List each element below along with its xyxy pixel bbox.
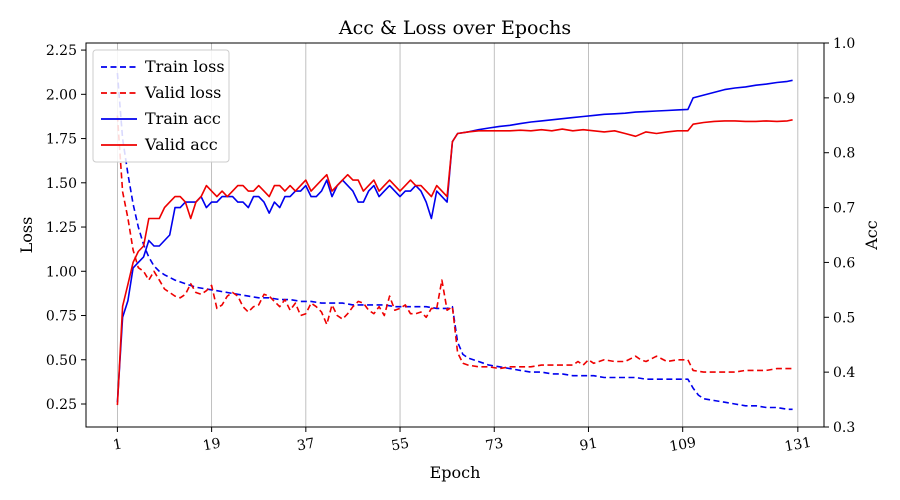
x-tick-label: 37: [296, 436, 316, 455]
y-right-tick-label: 0.6: [833, 255, 855, 271]
plot-frame: [85, 42, 825, 428]
y-right-tick-label: 0.5: [833, 310, 855, 326]
y-right-tick-label: 0.4: [833, 365, 855, 381]
legend: Train loss Valid loss Train acc Valid acc: [92, 49, 230, 163]
series-line-valid-acc: [116, 119, 793, 406]
x-tick-label: 55: [390, 436, 410, 455]
y-right-tick-label: 0.7: [833, 201, 855, 217]
series-lines: [116, 73, 793, 411]
x-tick-label: 91: [578, 436, 598, 455]
y-left-tick-label: 0.75: [46, 309, 77, 325]
legend-label: Valid acc: [144, 135, 218, 154]
y-left-tick-label: 2.00: [46, 87, 77, 103]
y-left-axis-ticks: 0.25 0.50 0.75 1.00 1.25 1.50 1.75 2.00 2.25: [46, 43, 86, 413]
y-right-axis-label: Acc: [862, 220, 881, 251]
y-right-axis-ticks: 0.3 0.4 0.5 0.6 0.7 0.8 0.9 1.0: [824, 36, 855, 436]
y-left-tick-label: 1.00: [46, 264, 77, 280]
x-axis-label: Epoch: [430, 463, 481, 482]
series-line-train-acc: [116, 79, 793, 403]
legend-box: [92, 49, 230, 163]
x-tick-label: 131: [783, 435, 812, 455]
y-left-tick-label: 1.25: [46, 220, 77, 236]
x-tick-label: 109: [668, 435, 697, 455]
x-tick-label: 19: [202, 436, 222, 455]
series-line-valid-loss: [116, 115, 793, 373]
x-axis-ticks: 1 19 37 55 73 91 109 131: [112, 427, 813, 455]
y-right-tick-label: 0.8: [833, 146, 855, 162]
y-right-tick-label: 0.9: [833, 91, 855, 107]
series-line-train-loss: [116, 73, 793, 411]
y-left-tick-label: 0.25: [46, 397, 77, 413]
chart-title: Acc & Loss over Epochs: [338, 17, 571, 39]
legend-label: Train loss: [145, 57, 225, 76]
legend-label: Valid loss: [144, 83, 221, 102]
x-tick-label: 1: [112, 436, 124, 453]
y-left-tick-label: 2.25: [46, 43, 77, 59]
y-left-axis-label: Loss: [17, 217, 36, 254]
y-right-tick-label: 0.3: [833, 420, 855, 436]
y-left-tick-label: 1.50: [46, 176, 77, 192]
y-right-tick-label: 1.0: [833, 36, 855, 52]
x-tick-label: 73: [484, 436, 504, 455]
y-left-tick-label: 1.75: [46, 132, 77, 148]
legend-label: Train acc: [145, 109, 221, 128]
y-left-tick-label: 0.50: [46, 353, 77, 369]
